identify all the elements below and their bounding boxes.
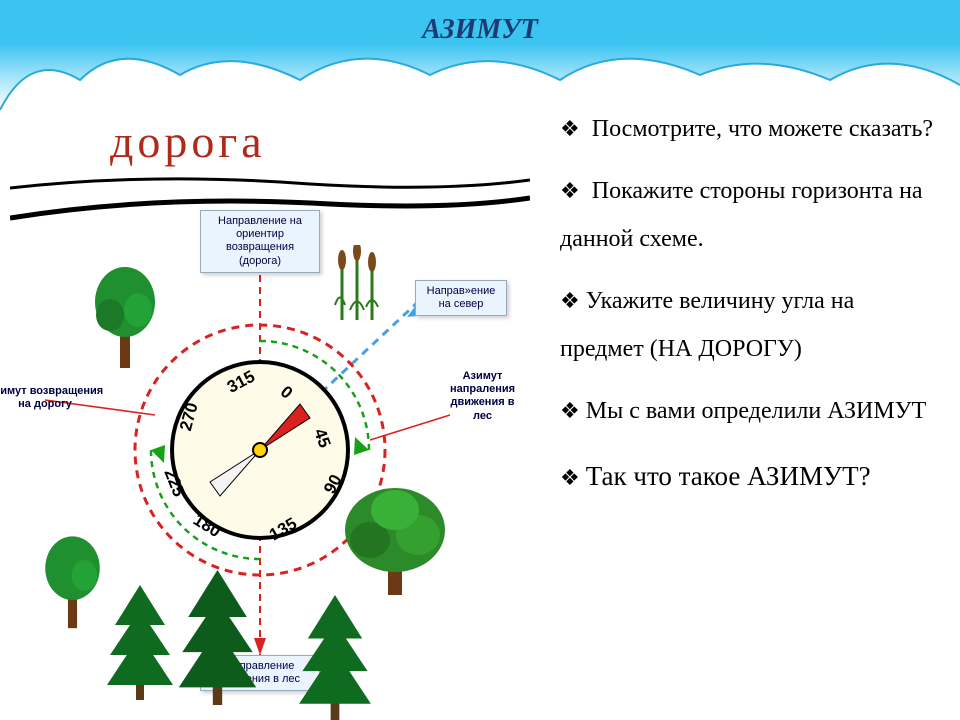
label-azimuth-return: Азимут возвращенияна дорогу [0,385,105,411]
bullet-icon: ❖ [560,398,580,423]
oak-tree [340,480,450,595]
box-north: Направ»ениена север [415,280,507,316]
page-title: АЗИМУТ [0,14,960,46]
question-2: ❖ Покажите стороны горизонта на данной с… [560,167,940,263]
question-3: ❖Укажите величину угла на предмет (НА ДО… [560,277,940,373]
reeds [330,245,385,320]
question-4: ❖Мы с вами определили АЗИМУТ [560,387,940,435]
fir-1 [105,585,175,700]
bullet-icon: ❖ [560,288,580,313]
compass-pivot [252,442,268,458]
question-5: ❖Так что такое АЗИМУТ? [560,449,940,503]
diagram-area: дорога Направление наориентирвозвращения… [10,95,530,715]
label-azimuth-forest: Азимутнапралениядвижения влес [440,370,525,423]
road-lines [10,170,530,230]
compass: 315 0 45 90 135 180 225 270 [170,360,350,540]
tree-round-top [90,260,160,370]
fir-2 [175,570,260,705]
tree-round-bottom [40,530,105,630]
bullet-icon: ❖ [560,465,580,490]
bullet-icon: ❖ [560,178,580,203]
title-text: АЗИМУТ [422,14,538,45]
bullet-icon: ❖ [560,116,580,141]
fir-3 [295,595,375,720]
question-1: ❖ Посмотрите, что можете сказать? [560,105,940,153]
questions-column: ❖ Посмотрите, что можете сказать? ❖ Пока… [560,105,940,517]
